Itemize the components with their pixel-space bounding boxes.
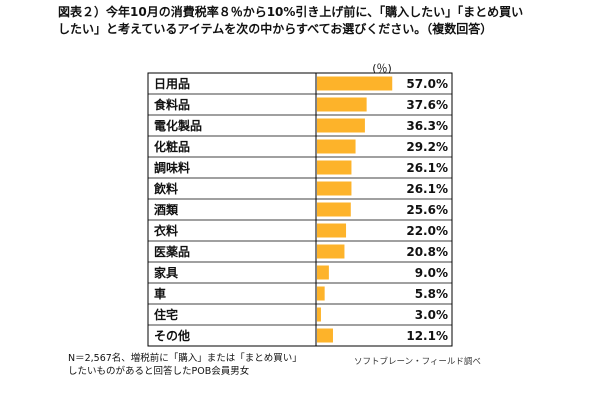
bar: [317, 97, 367, 112]
category-label: 医薬品: [154, 244, 190, 259]
category-label: その他: [154, 328, 190, 343]
footnote: N＝2,567名、増税前に「購入」または「まとめ買い」 したいものがあると回答し…: [68, 353, 302, 377]
bar: [317, 181, 352, 196]
category-label: 車: [154, 286, 166, 301]
category-label: 食料品: [153, 97, 190, 112]
value-label: 25.6%: [406, 203, 448, 217]
value-label: 26.1%: [406, 182, 448, 196]
value-label: 5.8%: [415, 287, 448, 301]
value-label: 26.1%: [406, 161, 448, 175]
bar: [317, 223, 347, 238]
category-label: 調味料: [154, 160, 190, 175]
category-label: 化粧品: [154, 139, 190, 154]
value-label: 37.6%: [406, 98, 448, 112]
bar: [317, 286, 325, 301]
bar: [317, 160, 352, 175]
unit-label: (％): [372, 62, 392, 75]
value-label: 22.0%: [406, 224, 448, 238]
table-frame: [147, 72, 453, 347]
bar: [317, 307, 321, 322]
value-label: 29.2%: [406, 140, 448, 154]
category-label: 住宅: [154, 307, 178, 322]
value-label: 36.3%: [406, 119, 448, 133]
bar: [317, 265, 329, 280]
bar: [317, 328, 333, 343]
value-label: 20.8%: [406, 245, 448, 259]
category-label: 飲料: [153, 181, 178, 196]
category-label: 電化製品: [154, 118, 202, 133]
bar: [317, 139, 356, 154]
value-label: 3.0%: [415, 308, 448, 322]
bar: [317, 118, 365, 133]
source-credit: ソフトブレーン・フィールド調べ: [354, 357, 481, 367]
bar: [317, 244, 345, 259]
category-label: 衣料: [154, 223, 178, 238]
chart-title: 図表２）今年10月の消費税率８％から10%引き上げ前に、「購入したい」「まとめ買…: [58, 5, 524, 36]
category-label: 日用品: [154, 77, 190, 91]
value-label: 57.0%: [406, 77, 448, 91]
bar: [317, 202, 351, 217]
category-label: 家具: [154, 265, 178, 280]
bar: [317, 76, 393, 91]
value-label: 12.1%: [406, 329, 448, 343]
value-label: 9.0%: [415, 266, 448, 280]
category-label: 酒類: [154, 202, 179, 217]
